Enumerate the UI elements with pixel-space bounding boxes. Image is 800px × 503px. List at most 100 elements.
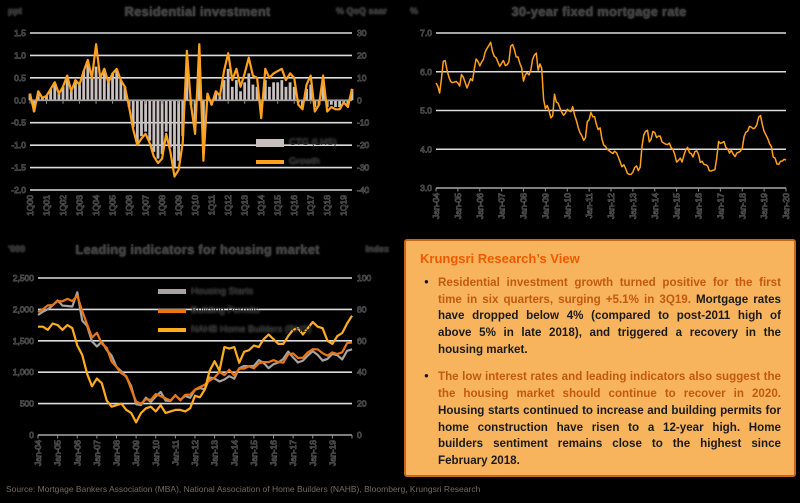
housing-starts-swatch-icon bbox=[158, 289, 186, 294]
svg-text:Jan-17: Jan-17 bbox=[288, 440, 298, 466]
svg-text:-30: -30 bbox=[357, 163, 370, 173]
svg-text:1Q03: 1Q03 bbox=[75, 195, 85, 216]
svg-text:20: 20 bbox=[357, 50, 367, 60]
bullet-1-rest: Mortgage rates have dropped below 4% (co… bbox=[438, 292, 781, 356]
svg-text:Jan-08: Jan-08 bbox=[519, 193, 529, 219]
svg-text:40: 40 bbox=[357, 367, 367, 377]
left-axis-unit-ppt: ppt bbox=[8, 6, 22, 16]
svg-text:Jan-06: Jan-06 bbox=[72, 440, 82, 466]
svg-text:60: 60 bbox=[357, 336, 367, 346]
svg-text:Jan-12: Jan-12 bbox=[190, 440, 200, 466]
svg-text:-2.0: -2.0 bbox=[11, 185, 26, 195]
svg-text:0: 0 bbox=[29, 430, 34, 440]
svg-text:6.0: 6.0 bbox=[420, 67, 432, 77]
legend-leading-indicators: Housing Starts Building Permits NAHB Hom… bbox=[158, 282, 311, 339]
building-permits-swatch-icon bbox=[158, 308, 186, 313]
svg-text:5.0: 5.0 bbox=[420, 106, 432, 116]
svg-text:-1.0: -1.0 bbox=[11, 140, 26, 150]
svg-text:Jan-20: Jan-20 bbox=[781, 193, 791, 219]
svg-text:1Q12: 1Q12 bbox=[223, 195, 233, 216]
svg-text:1Q10: 1Q10 bbox=[190, 195, 200, 216]
svg-text:1Q04: 1Q04 bbox=[91, 195, 101, 216]
svg-text:1Q06: 1Q06 bbox=[124, 195, 134, 216]
chart-title-mortgage-rate: 30-year fixed mortgage rate bbox=[511, 4, 687, 19]
right-axis-unit-index: Index bbox=[365, 244, 389, 254]
svg-text:Jan-04: Jan-04 bbox=[33, 440, 43, 466]
left-axis-unit-percent: % bbox=[410, 6, 419, 16]
legend-item-nahb: NAHB Home Builders (RHS) bbox=[158, 320, 311, 339]
research-view-box: Krungsri Research’s View Residential inv… bbox=[404, 239, 796, 477]
legend-item-growth: Growth bbox=[256, 152, 337, 171]
legend-residential-investment: CTG (LHS) Growth bbox=[256, 133, 337, 171]
legend-label-nahb: NAHB Home Builders (RHS) bbox=[191, 324, 312, 335]
legend-label-building-permits: Building Permits bbox=[191, 305, 260, 316]
svg-text:1Q16: 1Q16 bbox=[289, 195, 299, 216]
svg-text:Jan-04: Jan-04 bbox=[431, 193, 441, 219]
svg-text:Jan-16: Jan-16 bbox=[269, 440, 279, 466]
legend-label-growth: Growth bbox=[289, 156, 320, 167]
svg-text:1,000: 1,000 bbox=[13, 367, 35, 377]
svg-text:1.0: 1.0 bbox=[14, 50, 26, 60]
svg-text:-10: -10 bbox=[357, 118, 370, 128]
svg-text:Jan-07: Jan-07 bbox=[497, 193, 507, 219]
svg-text:7.0: 7.0 bbox=[420, 28, 432, 38]
svg-text:Jan-09: Jan-09 bbox=[540, 193, 550, 219]
legend-label-ctg: CTG (LHS) bbox=[289, 137, 337, 148]
svg-text:Jan-17: Jan-17 bbox=[715, 193, 725, 219]
svg-text:Jan-11: Jan-11 bbox=[170, 440, 180, 466]
svg-text:Jan-05: Jan-05 bbox=[453, 193, 463, 219]
svg-text:1Q07: 1Q07 bbox=[141, 195, 151, 216]
research-view-bullets: Residential investment growth turned pos… bbox=[418, 275, 781, 470]
svg-text:0.5: 0.5 bbox=[14, 73, 26, 83]
svg-text:-20: -20 bbox=[357, 140, 370, 150]
svg-text:Jan-14: Jan-14 bbox=[650, 193, 660, 219]
panel-mortgage-rate: 7.0 6.0 5.0 4.0 3.0 Jan-04 Jan-05 Jan-06 Jan-07 J… bbox=[398, 0, 800, 234]
svg-text:Jan-15: Jan-15 bbox=[672, 193, 682, 219]
svg-text:-1.5: -1.5 bbox=[11, 163, 26, 173]
svg-text:1Q05: 1Q05 bbox=[108, 195, 118, 216]
svg-text:-0.5: -0.5 bbox=[11, 118, 26, 128]
svg-text:Jan-15: Jan-15 bbox=[249, 440, 259, 466]
svg-text:0: 0 bbox=[357, 430, 362, 440]
svg-text:-40: -40 bbox=[357, 185, 370, 195]
svg-text:Jan-06: Jan-06 bbox=[475, 193, 485, 219]
svg-text:Jan-18: Jan-18 bbox=[308, 440, 318, 466]
svg-text:1Q02: 1Q02 bbox=[58, 195, 68, 216]
svg-text:Jan-09: Jan-09 bbox=[131, 440, 141, 466]
svg-text:1Q17: 1Q17 bbox=[306, 195, 316, 216]
research-view-bullet-2: The low interest rates and leading indic… bbox=[424, 369, 781, 469]
svg-text:Jan-19: Jan-19 bbox=[327, 440, 337, 466]
svg-text:0: 0 bbox=[357, 95, 362, 105]
svg-text:Jan-10: Jan-10 bbox=[151, 440, 161, 466]
svg-text:1,500: 1,500 bbox=[13, 336, 35, 346]
svg-text:Jan-14: Jan-14 bbox=[229, 440, 239, 466]
svg-text:1Q19: 1Q19 bbox=[339, 195, 349, 216]
right-axis-unit-qoq: % QoQ saar bbox=[335, 6, 387, 16]
svg-text:Jan-13: Jan-13 bbox=[210, 440, 220, 466]
svg-text:Jan-16: Jan-16 bbox=[694, 193, 704, 219]
svg-text:100: 100 bbox=[357, 273, 371, 283]
research-view-title: Krungsri Research’s View bbox=[420, 251, 580, 266]
svg-text:Jan-10: Jan-10 bbox=[562, 193, 572, 219]
svg-text:1Q14: 1Q14 bbox=[256, 195, 266, 216]
svg-text:10: 10 bbox=[357, 73, 367, 83]
legend-item-housing-starts: Housing Starts bbox=[158, 282, 311, 301]
panel-residential-investment: 1.5 30 1.0 20 0.5 10 0.0 0 -0.5 -10 -1.0 -20 -1.5 -30… bbox=[0, 0, 395, 234]
svg-text:1Q18: 1Q18 bbox=[322, 195, 332, 216]
svg-text:Jan-11: Jan-11 bbox=[584, 193, 594, 219]
ctg-bar-swatch-icon bbox=[256, 138, 284, 147]
svg-text:Jan-07: Jan-07 bbox=[92, 440, 102, 466]
svg-text:1Q00: 1Q00 bbox=[25, 195, 35, 216]
nahb-swatch-icon bbox=[158, 327, 186, 332]
bullet-2-highlight: The low interest rates and leading indic… bbox=[438, 370, 781, 401]
svg-text:1Q15: 1Q15 bbox=[273, 195, 283, 216]
growth-line-swatch-icon bbox=[256, 159, 284, 164]
svg-text:30: 30 bbox=[357, 28, 367, 38]
bullet-1-highlight: Residential investment growth turned pos… bbox=[438, 276, 781, 306]
left-axis-unit-thousands: '000 bbox=[8, 244, 26, 254]
svg-text:Jan-19: Jan-19 bbox=[759, 193, 769, 219]
svg-text:1Q01: 1Q01 bbox=[42, 195, 52, 216]
chart-title-residential-investment: Residential investment bbox=[124, 4, 271, 19]
svg-text:1Q09: 1Q09 bbox=[174, 195, 184, 216]
